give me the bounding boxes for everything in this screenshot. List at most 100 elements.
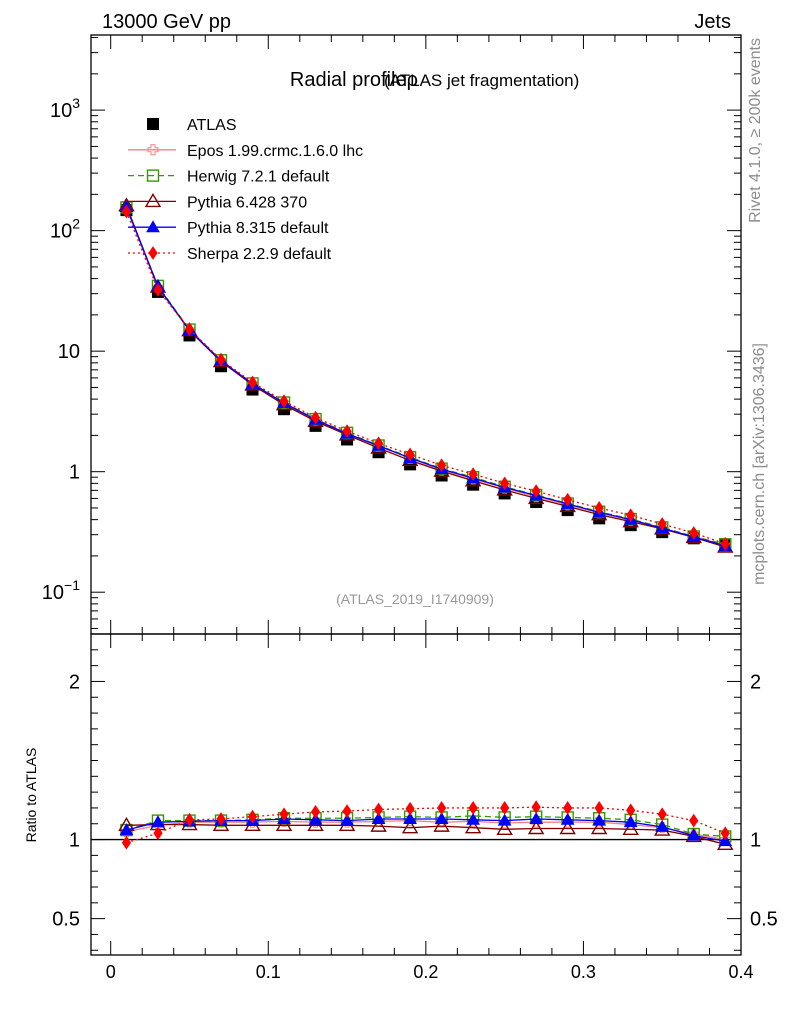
legend-entry: Pythia 8.315 default — [128, 220, 329, 237]
ratio-frame — [90, 633, 742, 956]
ratio-series-point — [121, 835, 132, 850]
y-tick-label: 103 — [50, 95, 80, 122]
ratio-series-point — [559, 820, 576, 835]
y-tick-label: 1 — [69, 462, 80, 484]
chart-title: Radial profileρ — [290, 69, 418, 91]
legend-marker — [146, 220, 160, 233]
series-point — [563, 492, 573, 507]
ratio-axis-label: Ratio to ATLAS — [23, 748, 39, 843]
ratio-series-point — [464, 819, 482, 834]
series-point — [153, 283, 163, 297]
process-label: Jets — [694, 11, 731, 33]
series-point — [121, 204, 132, 219]
legend-label: Pythia 6.428 370 — [187, 194, 307, 211]
series-point — [184, 322, 195, 337]
ratio-series-point — [592, 813, 607, 826]
legend-marker — [144, 193, 162, 208]
y-tick-base: 10 — [42, 582, 64, 604]
ratio-series-point — [153, 826, 163, 841]
ratio-series-point — [401, 819, 419, 834]
series-point — [626, 508, 636, 523]
series-point — [531, 484, 541, 499]
ratio-series-point — [720, 826, 730, 841]
ratio-y-tick-label: 1 — [69, 830, 80, 852]
legend: ATLAS Epos 1.99.crmc.1.6.0 lhc Herwig 7.2.… — [128, 117, 363, 263]
ratio-series-group — [118, 800, 734, 851]
legend-entry: Herwig 7.2.1 default — [128, 169, 330, 186]
series-point — [437, 458, 447, 473]
ratio-series-point — [531, 800, 541, 815]
ratio-series-point — [560, 812, 575, 825]
legend-label: Herwig 7.2.1 default — [187, 169, 330, 186]
legend-marker — [147, 144, 159, 156]
x-tick-label: 0.3 — [571, 962, 596, 982]
ratio-series-point — [437, 801, 447, 815]
series-point — [720, 536, 730, 551]
ratio-y-tick-label-right: 1 — [750, 830, 761, 852]
ratio-series-point — [623, 815, 638, 828]
analysis-id: (ATLAS_2019_I1740909) — [336, 591, 494, 607]
ratio-series-point — [216, 812, 226, 826]
legend-entry: Pythia 6.428 370 — [128, 193, 307, 211]
x-tick-label: 0.2 — [413, 962, 438, 982]
legend-label: Pythia 8.315 default — [187, 220, 329, 237]
legend-entry: Sherpa 2.2.9 default — [128, 246, 332, 263]
energy-label: 13000 GeV pp — [102, 11, 231, 33]
ratio-series-point — [590, 820, 608, 835]
y-tick-exponent: 3 — [72, 95, 80, 111]
series-4 — [121, 204, 730, 551]
ratio-series-point — [529, 812, 544, 825]
y-tick-label: 10−1 — [42, 577, 80, 604]
ratio-series-point — [689, 813, 699, 828]
ratio-series-point — [718, 834, 733, 847]
series-point — [500, 476, 510, 491]
legend-label: Sherpa 2.2.9 default — [187, 246, 332, 263]
x-tick-label: 0.4 — [728, 962, 753, 982]
ratio-series-point — [468, 801, 478, 815]
rivet-label: Rivet 4.1.0, ≥ 200k events — [747, 38, 764, 223]
series-line — [125, 211, 726, 545]
y-tick-label: 102 — [50, 216, 80, 243]
y-tick-base: 10 — [50, 100, 72, 122]
ratio-series-point — [119, 823, 134, 836]
series-point — [216, 352, 226, 367]
ratio-y-tick-label-right: 0.5 — [750, 909, 778, 931]
ratio-series-point — [563, 801, 573, 815]
legend-entry: Epos 1.99.crmc.1.6.0 lhc — [128, 143, 363, 160]
ratio-series-point — [434, 812, 449, 825]
y-tick-exponent: −1 — [64, 577, 80, 593]
ratio-series-point — [275, 816, 293, 832]
ratio-series-point — [655, 819, 670, 832]
ratio-series-point — [373, 802, 384, 817]
ratio-series-point — [403, 812, 417, 825]
ratio-series-point — [279, 807, 289, 822]
series-point — [310, 410, 321, 425]
legend-label: ATLAS — [187, 117, 237, 134]
ratio-series-point — [184, 812, 195, 827]
ratio-y-tick-label: 2 — [69, 671, 80, 693]
series-point — [657, 517, 667, 531]
y-tick-exponent: 2 — [72, 216, 80, 232]
y-tick-label: 10 — [58, 341, 80, 363]
x-tick-label: 0.1 — [256, 962, 281, 982]
series-point — [468, 467, 478, 481]
mcplots-label: mcplots.cern.ch [arXiv:1306.3436] — [751, 343, 768, 585]
ratio-y-tick-label-right: 2 — [750, 671, 761, 693]
ratio-series-point — [686, 828, 701, 841]
legend-label: Epos 1.99.crmc.1.6.0 lhc — [187, 143, 363, 160]
ratio-series-point — [622, 820, 639, 835]
ratio-series-point — [247, 809, 258, 824]
ratio-series-point — [342, 804, 352, 819]
legend-entry: ATLAS — [147, 117, 237, 134]
series-point — [342, 424, 352, 439]
ratio-series-point — [496, 820, 513, 835]
ratio-series-point — [370, 817, 387, 832]
ratio-series-point — [497, 813, 512, 826]
ratio-series-point — [527, 820, 545, 835]
x-tick-label: 0 — [106, 962, 116, 982]
ratio-series-point — [310, 804, 321, 819]
ratio-series-point — [405, 801, 415, 816]
ratio-series-point — [466, 812, 480, 825]
ratio-series-point — [500, 801, 510, 815]
